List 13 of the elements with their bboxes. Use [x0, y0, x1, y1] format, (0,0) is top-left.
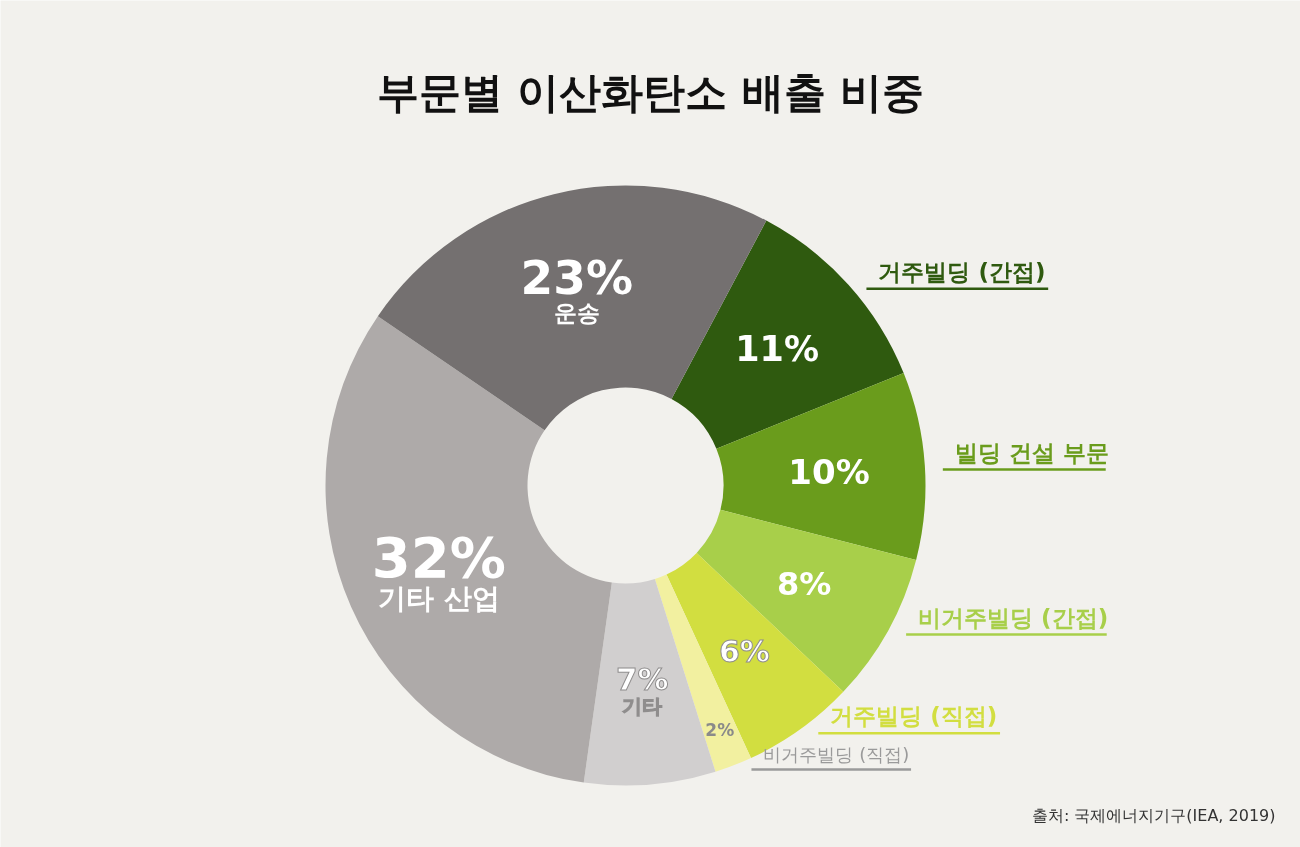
source-note: 출처: 국제에너지기구(IEA, 2019)	[1031, 806, 1276, 825]
slice-label: 운송	[553, 300, 600, 327]
slice-label: 비거주빌딩 (직접)	[763, 744, 910, 766]
slice-label: 거주빌딩 (간접)	[878, 258, 1046, 285]
slice-label: 비거주빌딩 (간접)	[918, 604, 1109, 631]
data-label: 2%	[705, 719, 735, 740]
slice-label: 빌딩 건설 부문	[954, 439, 1109, 466]
data-label: 11%	[735, 329, 819, 369]
data-label: 6%	[718, 633, 770, 669]
data-label: 8%	[776, 565, 832, 604]
data-label: 10%	[788, 451, 870, 492]
slice-label: 거주빌딩 (직접)	[830, 703, 998, 730]
chart-title: 부문별 이산화탄소 배출 비중	[376, 68, 925, 117]
